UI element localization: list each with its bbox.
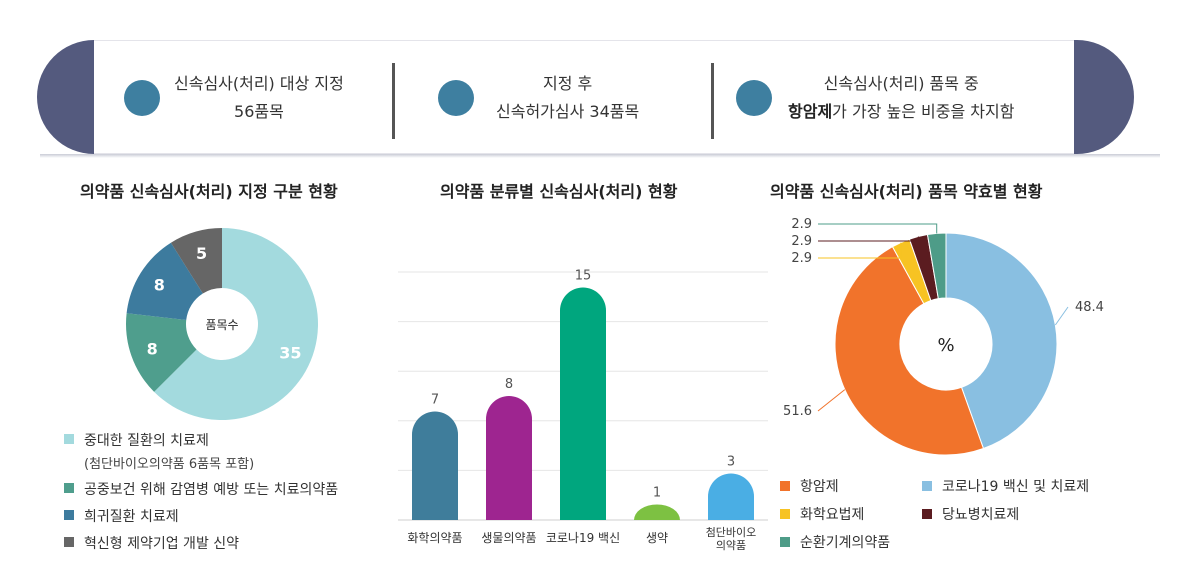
category-tick-label: 생물의약품 [481, 530, 536, 545]
legend-item: 희귀질환 치료제 [64, 506, 338, 526]
donut-slice [834, 246, 985, 456]
summary-item-anticancer: 신속심사(처리) 품목 중 항암제가 가장 높은 비중을 차지함 [736, 41, 1014, 155]
leader-line [818, 242, 902, 259]
legend-item: 공중보건 위해 감염병 예방 또는 치료의약품 [64, 479, 338, 499]
legend-swatch [64, 483, 74, 493]
bar [560, 287, 606, 520]
divider [711, 63, 714, 139]
slice-value-label: 2.9 [791, 251, 812, 266]
slice-value-label: 5 [196, 244, 207, 263]
bar-value-label: 8 [505, 377, 513, 392]
legend-swatch [922, 509, 932, 519]
bar-value-label: 15 [575, 269, 592, 284]
summary-item-approved: 지정 후 신속허가심사 34품목 [438, 41, 639, 155]
summary-line: 신속심사(처리) 대상 지정 [174, 74, 344, 93]
bar-value-label: 7 [431, 393, 439, 408]
bullet-dot [736, 80, 772, 116]
legend-label: 코로나19 백신 및 치료제 [942, 479, 1090, 495]
chart-title: 의약품 신속심사(처리) 품목 약효별 현황 [770, 182, 1043, 201]
banner-left-cap [37, 40, 97, 154]
legend-label: 항암제 [800, 479, 839, 495]
leader-line [1054, 306, 1069, 326]
slice-value-label: 48.4 [1075, 300, 1104, 315]
legend-label: 중대한 질환의 치료제 [84, 433, 209, 449]
designation-legend: 중대한 질환의 치료제 (첨단바이오의약품 6품목 포함) 공중보건 위해 감염병… [64, 430, 338, 560]
category-tick-label: 첨단바이오 의약품 [706, 526, 757, 552]
slice-value-label: 2.9 [791, 217, 812, 232]
legend-item: 당뇨병치료제 [922, 504, 1019, 524]
summary-line: 지정 후 [542, 74, 593, 93]
summary-line: 항암제가 가장 높은 비중을 차지함 [788, 98, 1014, 126]
chart-title: 의약품 신속심사(처리) 지정 구분 현황 [80, 182, 338, 201]
legend-swatch [780, 481, 790, 491]
legend-label: 순환기계의약품 [800, 535, 891, 551]
legend-swatch [922, 481, 932, 491]
bullet-dot [438, 80, 474, 116]
classification-bar-chart: 7 화학의약품 8 생물의약품 15 코로나19 백신 1 생약 3 첨단바이오 의약품 [398, 269, 768, 552]
banner-body: 신속심사(처리) 대상 지정 56품목 지정 후 신속허가심사 34품목 신속심… [94, 40, 1077, 154]
legend-swatch [64, 510, 74, 520]
donut-slice [154, 228, 318, 420]
legend-label: 화학요법제 [800, 507, 865, 523]
slice-value-label: 51.6 [783, 404, 812, 419]
legend-note: (첨단바이오의약품 6품목 포함) [84, 457, 255, 472]
donut-center-label: 품목수 [205, 318, 238, 332]
bar [486, 396, 532, 520]
bullet-dot [124, 80, 160, 116]
leader-line [817, 389, 846, 412]
legend-item: 중대한 질환의 치료제 (첨단바이오의약품 6품목 포함) [64, 430, 338, 472]
slice-value-label: 35 [279, 343, 301, 362]
legend-swatch [64, 434, 74, 444]
leader-line [818, 236, 919, 242]
bar-value-label: 1 [653, 486, 661, 501]
summary-line-rest: 가 가장 높은 비중을 차지함 [832, 102, 1015, 121]
legend-swatch [780, 537, 790, 547]
legend-item: 순환기계의약품 [780, 532, 922, 552]
banner-shadow [40, 154, 1160, 158]
legend-swatch [64, 537, 74, 547]
legend-label: 희귀질환 치료제 [84, 509, 179, 525]
donut-slice [926, 232, 947, 300]
chart-title: 의약품 분류별 신속심사(처리) 현황 [440, 182, 678, 201]
donut-center-label: % [937, 335, 954, 356]
summary-item-designated: 신속심사(처리) 대상 지정 56품목 [124, 41, 344, 155]
summary-line: 56품목 [234, 102, 284, 121]
slice-value-label: 2.9 [791, 234, 812, 249]
category-tick-label: 생약 [646, 530, 668, 545]
summary-line: 신속심사(처리) 품목 중 [823, 74, 979, 93]
banner-right-cap [1074, 40, 1134, 154]
designation-donut-chart: 35 8 8 5 품목수 [126, 228, 318, 420]
category-tick-label: 코로나19 백신 [546, 531, 620, 545]
donut-slice [945, 232, 1058, 450]
legend-item: 항암제 [780, 476, 922, 496]
bar-value-label: 3 [727, 455, 735, 470]
highlight-anticancer: 항암제 [788, 102, 833, 121]
bar [412, 411, 458, 520]
summary-line: 신속허가심사 34품목 [496, 102, 640, 121]
summary-banner: 신속심사(처리) 대상 지정 56품목 지정 후 신속허가심사 34품목 신속심… [37, 40, 1134, 154]
donut-slice [126, 242, 203, 320]
slice-value-label: 8 [147, 339, 158, 358]
donut-slice [170, 228, 222, 294]
legend-item: 코로나19 백신 및 치료제 [922, 476, 1089, 496]
legend-item: 화학요법제 [780, 504, 922, 524]
category-tick-label: 화학의약품 [407, 530, 462, 545]
divider [392, 63, 395, 139]
legend-label: 당뇨병치료제 [942, 507, 1020, 523]
efficacy-donut-chart: % 48.4 51.6 2.9 2.9 2.9 [783, 217, 1104, 456]
legend-label: 혁신형 제약기업 개발 신약 [84, 536, 240, 552]
efficacy-legend: 항암제 코로나19 백신 및 치료제 화학요법제 당뇨병치료제 순환기계의약품 [780, 476, 1140, 560]
leader-line [818, 223, 938, 234]
slice-value-label: 8 [154, 276, 165, 295]
donut-slice [126, 313, 197, 392]
legend-item: 혁신형 제약기업 개발 신약 [64, 533, 338, 553]
legend-swatch [780, 509, 790, 519]
bar [708, 473, 754, 520]
legend-label: 공중보건 위해 감염병 예방 또는 치료의약품 [84, 482, 339, 498]
bar [634, 504, 680, 520]
